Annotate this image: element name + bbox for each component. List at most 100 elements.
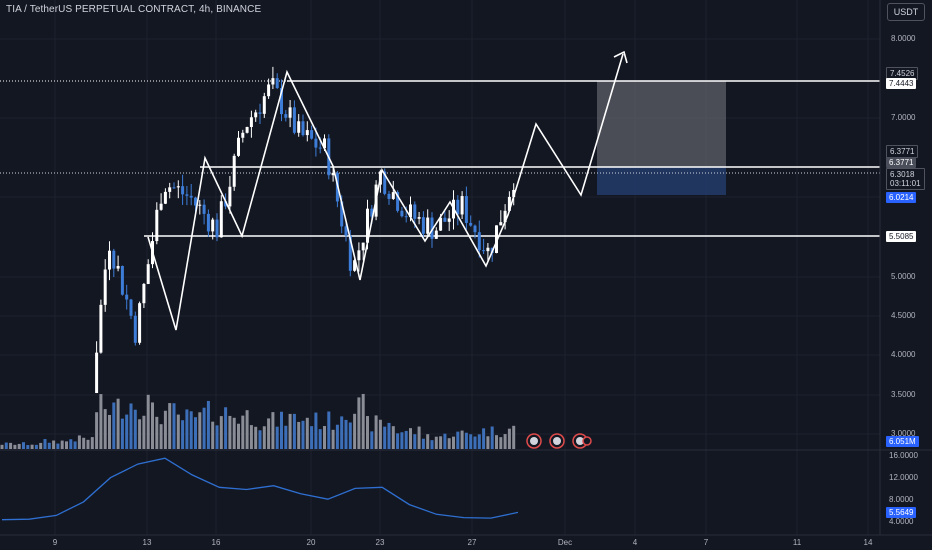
volume-bar — [426, 434, 430, 449]
volume-bar — [172, 403, 176, 449]
candle-body — [262, 96, 266, 114]
candle-body — [280, 88, 283, 115]
price-tick-3-5: 3.5000 — [891, 390, 916, 399]
candle-body — [112, 250, 116, 269]
candle-body — [323, 138, 326, 149]
volume-bar — [409, 428, 412, 449]
volume-bar — [189, 411, 193, 449]
volume-bar — [331, 429, 335, 449]
volume-bar — [374, 415, 378, 449]
volume-bar — [378, 419, 382, 449]
volume-bars — [0, 393, 516, 449]
candle-body — [340, 201, 344, 227]
candle-body — [404, 216, 408, 218]
time-label-9: 9 — [52, 538, 58, 547]
volume-bar — [344, 419, 348, 449]
candle-body — [447, 218, 451, 222]
volume-bar — [17, 443, 21, 449]
wave-drawing[interactable] — [147, 53, 624, 331]
time-label-20: 20 — [306, 538, 316, 547]
volume-bar — [280, 411, 283, 449]
volume-bar — [507, 428, 511, 449]
volume-bar — [39, 442, 43, 449]
time-label-13: 13 — [142, 538, 152, 547]
candle-body — [155, 209, 159, 242]
volume-bar — [90, 437, 94, 449]
candle-body — [409, 204, 412, 217]
entry-tag: 6.0214 — [886, 192, 917, 203]
volume-bar — [0, 444, 4, 449]
candle-body — [482, 250, 486, 252]
candle-body — [275, 78, 279, 89]
event-markers[interactable] — [526, 433, 592, 449]
volume-bar — [103, 409, 107, 449]
candle-body — [95, 352, 99, 393]
volume-bar — [211, 421, 215, 449]
time-label-4: 4 — [632, 538, 638, 547]
candle-body — [267, 84, 271, 97]
candle-body — [426, 217, 430, 234]
candle-body — [215, 219, 219, 238]
volume-bar — [387, 422, 391, 449]
candle-body — [477, 232, 481, 251]
volume-bar — [34, 444, 38, 449]
volume-bar — [232, 417, 236, 449]
volume-bar — [314, 412, 318, 449]
volume-bar — [181, 420, 185, 449]
time-label-11: 11 — [792, 538, 802, 547]
candle-body — [288, 107, 292, 118]
candle-body — [168, 187, 172, 192]
time-label-27: 27 — [467, 538, 477, 547]
volume-bar — [348, 422, 352, 449]
candle-body — [224, 201, 228, 207]
candle-body — [189, 195, 193, 198]
candle-body — [99, 304, 103, 353]
volume-bar — [86, 439, 90, 449]
candle-body — [237, 137, 240, 156]
osc-tick-12: 12.0000 — [889, 473, 918, 482]
volume-bar — [512, 425, 516, 449]
price-tick-8: 8.0000 — [891, 34, 916, 43]
candle-body — [430, 217, 434, 239]
volume-bar — [4, 442, 8, 449]
candle-body — [228, 186, 232, 207]
volume-bar — [452, 436, 455, 449]
volume-bar — [477, 434, 481, 449]
volume-bar — [366, 416, 369, 449]
volume-bar — [284, 425, 288, 449]
volume-bar — [327, 411, 331, 449]
stop-zone[interactable] — [597, 167, 726, 195]
volume-bar — [456, 431, 460, 449]
volume-bar — [206, 400, 210, 449]
volume-bar — [198, 412, 202, 449]
candle-body — [460, 196, 464, 215]
time-label-23: 23 — [375, 538, 385, 547]
currency-button[interactable]: USDT — [887, 3, 925, 21]
target-zone[interactable] — [597, 81, 726, 167]
volume-bar — [26, 445, 30, 449]
volume-bar — [47, 442, 51, 449]
gridlines — [0, 0, 880, 535]
volume-bar — [95, 412, 99, 449]
candle-body — [301, 121, 305, 136]
volume-bar — [460, 430, 464, 449]
volume-bar — [430, 440, 434, 449]
time-label-14: 14 — [863, 538, 873, 547]
candle-body — [331, 172, 335, 176]
volume-bar — [421, 438, 425, 449]
candle-body — [361, 242, 365, 251]
volume-bar — [267, 418, 271, 449]
volume-bar — [301, 420, 305, 449]
volume-bar — [400, 432, 404, 449]
target-upper-tag: 7.4526 — [886, 67, 919, 80]
volume-bar — [215, 425, 219, 449]
candle-body — [108, 250, 111, 270]
candle-body — [159, 203, 163, 210]
candle-body — [400, 210, 404, 217]
candle-body — [366, 208, 369, 243]
volume-bar — [245, 410, 249, 449]
candle-body — [185, 194, 189, 196]
volume-bar — [159, 424, 163, 449]
